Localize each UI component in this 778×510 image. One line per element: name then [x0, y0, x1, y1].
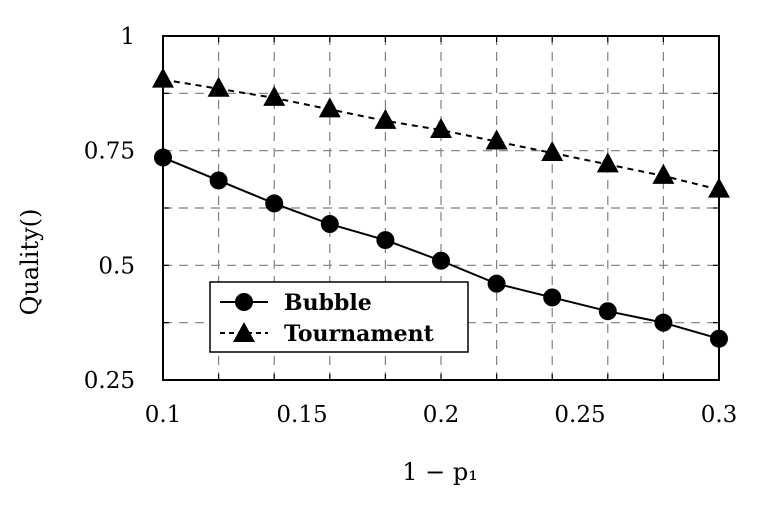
legend-bubble-label: Bubble [284, 290, 372, 316]
ticks [162, 35, 720, 381]
x-axis-label: 1 − p₁ [402, 458, 478, 486]
data-point-bubble [598, 302, 617, 321]
data-point-tournament [318, 97, 341, 118]
data-point-tournament [652, 163, 675, 184]
series-bubble [154, 148, 728, 348]
y-tick-label: 0.75 [84, 139, 135, 165]
data-point-tournament [541, 140, 564, 161]
legend-entry-tournament: Tournament [220, 321, 435, 347]
series-line-tournament [162, 78, 720, 191]
x-tick-label: 0.25 [554, 402, 605, 428]
data-point-tournament [485, 129, 508, 150]
y-tick-label: 0.25 [84, 368, 135, 394]
x-tick-label: 0.2 [423, 402, 460, 428]
data-point-bubble [432, 251, 450, 270]
data-point-bubble [487, 274, 506, 293]
data-point-tournament [374, 108, 397, 129]
data-point-bubble [376, 231, 395, 250]
x-tick-label: 0.1 [145, 402, 182, 428]
y-tick-label: 0.5 [98, 253, 135, 279]
data-point-bubble [320, 215, 339, 234]
data-point-bubble [209, 171, 228, 190]
x-tick-label: 0.3 [701, 402, 738, 428]
legend: Bubble Tournament [209, 281, 469, 353]
x-tick-label: 0.15 [276, 402, 327, 428]
series-layer [152, 67, 730, 348]
y-axis-label: Quality() [16, 209, 44, 316]
legend-entry-bubble: Bubble [220, 290, 372, 316]
data-point-tournament [263, 85, 286, 106]
y-tick-label: 1 [120, 24, 135, 50]
legend-bubble-marker [235, 293, 253, 311]
data-point-bubble [654, 313, 673, 332]
legend-tournament-label: Tournament [284, 321, 435, 347]
data-point-tournament [207, 76, 230, 97]
data-point-tournament [596, 152, 619, 173]
data-point-bubble [265, 194, 284, 213]
data-point-bubble [543, 288, 562, 307]
data-point-tournament [430, 118, 452, 139]
legend-tournament-marker [233, 322, 255, 342]
tick-labels: 0.1 0.15 0.2 0.25 0.3 0.25 0.5 0.75 1 [84, 24, 738, 428]
series-tournament [152, 67, 730, 198]
